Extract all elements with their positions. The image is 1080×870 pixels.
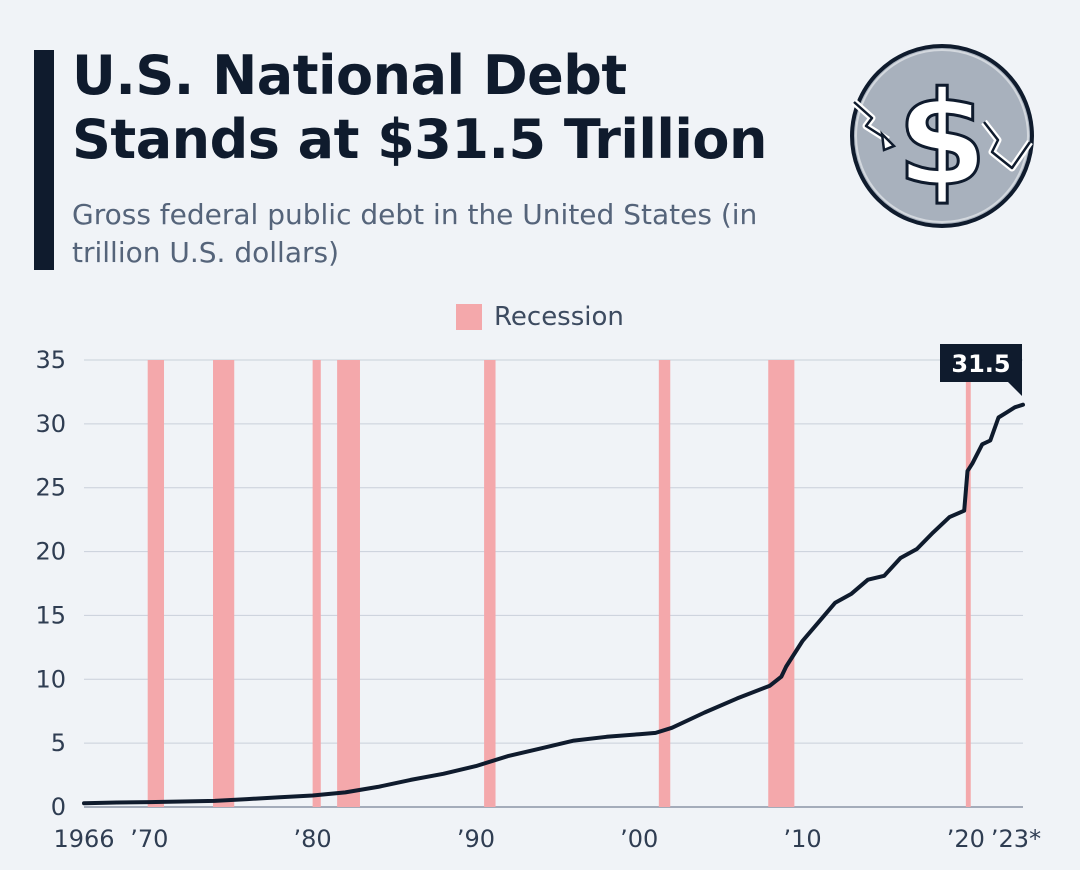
recession-band xyxy=(337,360,360,807)
y-tick-label: 25 xyxy=(35,474,66,502)
y-tick-label: 35 xyxy=(35,346,66,374)
dollar-coin-falling-icon: $ xyxy=(850,44,1034,228)
debt-data-point xyxy=(82,801,86,805)
recession-band xyxy=(312,360,321,807)
series-layer xyxy=(82,402,1025,806)
chart-subtitle: Gross federal public debt in the United … xyxy=(72,198,758,269)
debt-data-point xyxy=(572,739,576,743)
debt-data-point xyxy=(735,696,739,700)
y-tick-label: 5 xyxy=(51,729,66,757)
legend-label-recession: Recession xyxy=(494,302,624,332)
debt-data-point xyxy=(997,415,1001,419)
chart-title: U.S. National Debt Stands at $31.5 Trill… xyxy=(72,44,767,171)
debt-data-point xyxy=(931,530,935,534)
debt-data-point xyxy=(409,778,413,782)
y-tick-label: 0 xyxy=(51,793,66,821)
x-tick-label: ’10 xyxy=(783,825,821,853)
x-tick-label: 1966 xyxy=(53,825,114,853)
debt-data-point xyxy=(343,790,347,794)
debt-data-point xyxy=(768,684,772,688)
recession-band xyxy=(658,360,671,807)
debt-data-point xyxy=(866,578,870,582)
y-tick-label: 15 xyxy=(35,601,66,629)
x-tick-label: ’00 xyxy=(620,825,658,853)
debt-data-point xyxy=(115,801,119,805)
debt-data-point xyxy=(948,515,952,519)
debt-data-point xyxy=(833,601,837,605)
x-tick-label: ’23* xyxy=(991,825,1041,853)
debt-data-point xyxy=(970,461,974,465)
recession-band xyxy=(484,360,496,807)
title-accent-bar xyxy=(34,50,54,270)
debt-data-point xyxy=(850,592,854,596)
debt-data-point xyxy=(965,469,969,473)
debt-data-point xyxy=(801,639,805,643)
debt-data-point xyxy=(962,509,966,513)
y-tick-label: 20 xyxy=(35,538,66,566)
annotation-layer: 31.5 xyxy=(940,344,1022,396)
recession-band xyxy=(768,360,795,807)
callout-pointer xyxy=(1008,382,1022,396)
debt-data-point xyxy=(441,772,445,776)
x-tick-label: ’90 xyxy=(457,825,495,853)
y-tick-label: 30 xyxy=(35,410,66,438)
debt-data-point xyxy=(703,710,707,714)
debt-data-point xyxy=(245,797,249,801)
debt-data-point xyxy=(784,665,788,669)
x-tick-label: ’20 xyxy=(947,825,985,853)
debt-data-point xyxy=(670,726,674,730)
callout-box xyxy=(940,344,1022,382)
debt-data-point xyxy=(213,799,217,803)
debt-series-line xyxy=(82,402,1025,806)
debt-data-point xyxy=(539,746,543,750)
y-tick-label: 10 xyxy=(35,665,66,693)
recession-layer xyxy=(147,360,971,807)
debt-data-point xyxy=(882,574,886,578)
debt-data-point xyxy=(474,764,478,768)
axis-layer: 0 5 10 15 20 25 30 35 1966 ’70 ’80 ’90 ’00 ’10 ’20’23* xyxy=(35,346,1041,853)
debt-data-point xyxy=(779,675,783,679)
debt-data-point xyxy=(1021,403,1025,407)
debt-data-point xyxy=(817,620,821,624)
debt-data-point xyxy=(605,735,609,739)
callout-label: 31.5 xyxy=(951,350,1010,378)
grid-layer xyxy=(84,359,1023,808)
debt-data-point xyxy=(915,547,919,551)
debt-data-point xyxy=(180,800,184,804)
debt-data-point xyxy=(1013,405,1017,409)
debt-data-point xyxy=(147,800,151,804)
debt-data-point xyxy=(988,438,992,442)
debt-data-point xyxy=(899,556,903,560)
recession-band xyxy=(213,360,235,807)
debt-data-point xyxy=(376,785,380,789)
legend-swatch-recession xyxy=(456,304,482,330)
chart-legend: Recession xyxy=(456,300,624,334)
x-tick-label: ’70 xyxy=(130,825,168,853)
debt-data-point xyxy=(507,754,511,758)
debt-data-point xyxy=(311,794,315,798)
debt-data-point xyxy=(654,731,658,735)
debt-data-point xyxy=(278,795,282,799)
svg-text:$: $ xyxy=(897,63,987,215)
debt-data-point xyxy=(637,732,641,736)
recession-band xyxy=(147,360,165,807)
x-tick-label: ’80 xyxy=(294,825,332,853)
debt-data-point xyxy=(1005,410,1009,414)
debt-data-point xyxy=(980,442,984,446)
recession-band xyxy=(965,360,971,807)
